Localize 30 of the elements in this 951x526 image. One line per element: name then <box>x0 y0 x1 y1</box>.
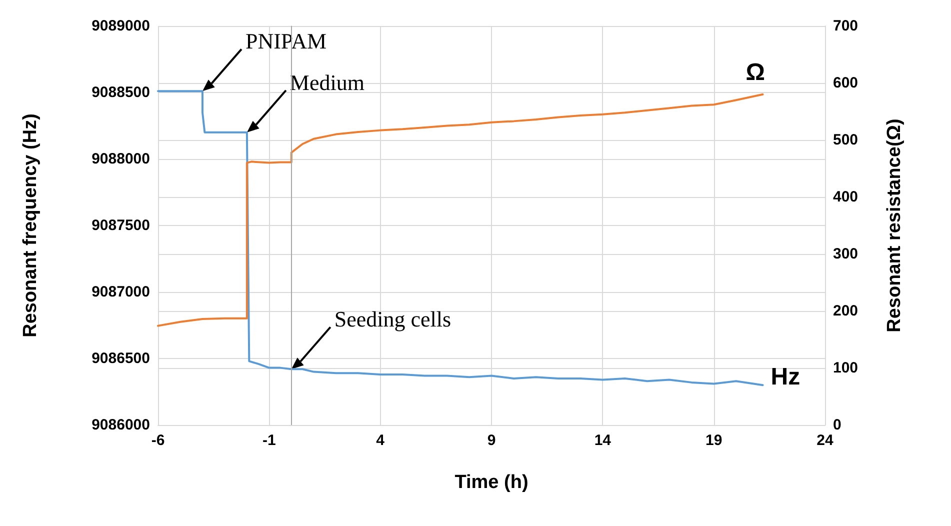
series-label: Ω <box>746 58 765 86</box>
y-tick-label: 9086000 <box>92 416 150 434</box>
y2-tick-label: 100 <box>833 360 858 376</box>
y-tick-label: 9089000 <box>92 18 150 34</box>
x-tick-label: 14 <box>594 432 612 449</box>
x-tick-label: 4 <box>376 432 386 449</box>
y2-tick-label: 200 <box>833 302 858 320</box>
x-tick-label: 9 <box>487 432 496 449</box>
annotation: Medium <box>290 70 364 95</box>
y2-tick-label: 300 <box>833 246 858 262</box>
y2-tick-label: 700 <box>833 18 858 34</box>
y2-axis-title: Resonant resistance(Ω) <box>884 118 905 332</box>
y2-tick-label: 400 <box>833 188 858 206</box>
series-label: Hz <box>770 364 800 391</box>
x-tick-label: -6 <box>151 432 165 449</box>
y2-tick-label: 500 <box>833 132 858 148</box>
y-tick-label: 9087500 <box>92 217 150 234</box>
x-tick-label: 24 <box>816 432 834 449</box>
x-tick-label: 19 <box>705 432 722 449</box>
y-tick-label: 9087000 <box>92 284 150 300</box>
y2-tick-label: 600 <box>833 74 858 92</box>
y-axis-title: Resonant frequency (Hz) <box>20 114 41 338</box>
annotation: Seeding cells <box>334 306 452 332</box>
y-tick-label: 9088500 <box>92 84 150 101</box>
y2-tick-label: 0 <box>833 416 842 434</box>
y-tick-label: 9086500 <box>92 350 150 367</box>
x-tick-label: -1 <box>262 432 276 449</box>
y-tick-label: 9088000 <box>92 150 150 168</box>
annotation: PNIPAM <box>245 28 327 54</box>
x-axis-title: Time (h) <box>454 472 528 493</box>
